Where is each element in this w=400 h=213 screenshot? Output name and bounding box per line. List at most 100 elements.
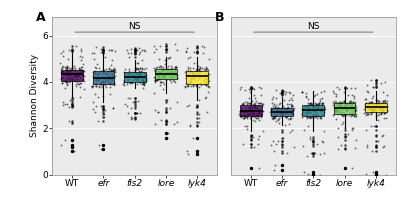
Point xyxy=(78,49,84,52)
Point xyxy=(240,102,246,105)
Point xyxy=(162,75,168,78)
Point xyxy=(378,108,384,111)
Point xyxy=(280,137,286,140)
Point xyxy=(321,110,327,114)
Point xyxy=(131,68,138,72)
Point xyxy=(243,124,250,128)
Point xyxy=(193,72,199,76)
Point xyxy=(124,73,131,76)
Point xyxy=(375,140,382,143)
Point xyxy=(138,70,145,73)
Point xyxy=(308,115,314,118)
Point xyxy=(384,99,390,103)
Point xyxy=(289,104,296,108)
Point xyxy=(255,114,261,117)
Point xyxy=(256,101,262,105)
Point xyxy=(124,71,130,75)
Point xyxy=(136,70,142,73)
Point xyxy=(137,112,143,115)
Point xyxy=(279,115,286,118)
Point xyxy=(275,139,281,142)
Point xyxy=(304,97,311,101)
Point xyxy=(352,114,358,118)
Point xyxy=(254,116,260,120)
Point xyxy=(258,114,265,117)
Point xyxy=(249,112,255,115)
Point xyxy=(310,103,316,106)
Point xyxy=(285,105,291,109)
Point xyxy=(102,78,109,81)
Point xyxy=(184,82,190,85)
Point xyxy=(246,105,252,109)
Point xyxy=(244,116,250,119)
Point xyxy=(285,106,291,110)
Point xyxy=(95,72,102,76)
Point xyxy=(259,109,266,112)
Point xyxy=(373,99,380,102)
Point xyxy=(101,76,107,80)
Point xyxy=(312,114,319,118)
Point xyxy=(92,72,99,76)
Point xyxy=(308,103,314,107)
Point xyxy=(384,105,391,108)
Point xyxy=(332,92,339,95)
Point xyxy=(319,105,325,109)
Point xyxy=(140,83,146,86)
Point xyxy=(332,111,338,114)
Point xyxy=(351,114,357,117)
Point xyxy=(237,113,244,117)
Point xyxy=(338,108,345,111)
Point xyxy=(69,77,75,81)
Point xyxy=(341,99,347,103)
Point xyxy=(306,109,312,112)
Point xyxy=(334,109,340,112)
Point xyxy=(342,107,348,110)
Point xyxy=(199,44,205,47)
Point xyxy=(342,102,348,105)
Point xyxy=(338,104,345,108)
Point xyxy=(346,103,353,106)
Point xyxy=(247,90,253,94)
Point xyxy=(170,78,176,82)
Point xyxy=(258,101,264,104)
Point xyxy=(102,108,108,111)
Point xyxy=(155,110,161,114)
Point xyxy=(255,137,261,141)
Point xyxy=(143,76,149,79)
Point xyxy=(352,108,359,111)
Point xyxy=(362,111,369,114)
Point xyxy=(269,102,276,105)
Point xyxy=(76,79,82,82)
Point xyxy=(166,68,172,71)
Point xyxy=(76,85,83,89)
Point xyxy=(80,62,86,66)
Point xyxy=(346,114,352,117)
Point xyxy=(270,104,276,108)
Point xyxy=(318,109,324,112)
Point xyxy=(384,109,390,112)
Point xyxy=(122,102,128,106)
Point xyxy=(255,110,261,114)
Point xyxy=(247,101,253,104)
Point xyxy=(279,164,285,167)
Point xyxy=(309,105,315,108)
Point xyxy=(92,70,99,73)
Point xyxy=(380,111,387,115)
Point xyxy=(188,79,195,83)
Point xyxy=(336,88,342,91)
Point xyxy=(162,58,169,61)
Point xyxy=(184,46,190,49)
Point xyxy=(170,71,176,75)
Point xyxy=(364,105,370,109)
Point xyxy=(185,73,191,76)
Point xyxy=(166,75,173,78)
Point xyxy=(364,112,370,115)
Point xyxy=(341,113,348,117)
Point xyxy=(319,97,326,100)
Point xyxy=(253,116,259,119)
Point xyxy=(258,109,264,112)
Point xyxy=(281,106,287,110)
Point xyxy=(378,111,384,115)
Point xyxy=(204,74,210,77)
Point xyxy=(165,73,171,77)
